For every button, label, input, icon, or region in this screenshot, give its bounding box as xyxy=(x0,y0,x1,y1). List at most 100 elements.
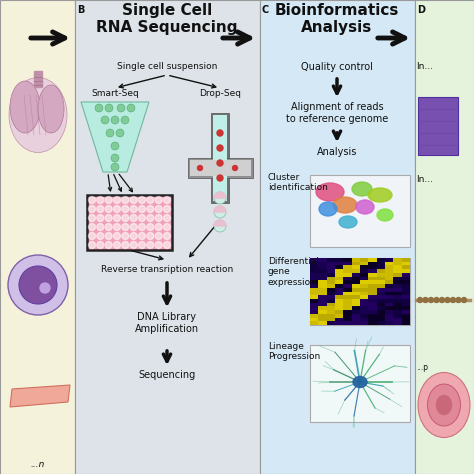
Bar xyxy=(352,269,360,273)
Bar xyxy=(327,299,335,303)
Text: Reverse transription reaction: Reverse transription reaction xyxy=(101,265,233,274)
Text: ...p: ...p xyxy=(416,363,428,372)
Circle shape xyxy=(113,206,120,212)
Circle shape xyxy=(113,233,120,239)
Circle shape xyxy=(462,298,466,302)
Circle shape xyxy=(117,104,125,112)
Circle shape xyxy=(122,224,129,230)
Ellipse shape xyxy=(10,81,40,133)
Circle shape xyxy=(164,197,171,203)
Bar xyxy=(385,265,393,269)
Bar xyxy=(327,295,335,299)
Circle shape xyxy=(164,233,171,239)
Bar xyxy=(377,292,385,295)
Bar xyxy=(393,280,401,284)
Text: Alignment of reads
to reference genome: Alignment of reads to reference genome xyxy=(286,102,388,124)
Ellipse shape xyxy=(38,85,64,133)
Bar xyxy=(360,258,368,262)
Bar xyxy=(385,288,393,292)
Bar xyxy=(352,303,360,306)
Bar xyxy=(393,288,401,292)
Bar xyxy=(335,269,343,273)
Bar xyxy=(385,314,393,318)
Bar xyxy=(335,284,343,288)
Bar xyxy=(34,71,42,87)
Bar xyxy=(335,258,343,262)
Circle shape xyxy=(89,241,95,248)
Bar xyxy=(352,306,360,310)
Bar xyxy=(385,321,393,325)
Text: B: B xyxy=(77,5,84,15)
Bar xyxy=(335,303,343,306)
Circle shape xyxy=(214,192,226,204)
Bar xyxy=(385,269,393,273)
Bar xyxy=(319,292,327,295)
Circle shape xyxy=(164,224,171,230)
Bar xyxy=(393,303,401,306)
Bar xyxy=(327,310,335,314)
Bar xyxy=(327,314,335,318)
Bar xyxy=(393,310,401,314)
Ellipse shape xyxy=(319,202,337,216)
Bar xyxy=(360,262,368,265)
Bar xyxy=(385,306,393,310)
Polygon shape xyxy=(81,102,149,172)
Bar xyxy=(327,269,335,273)
Bar xyxy=(401,258,410,262)
Bar xyxy=(401,280,410,284)
Bar xyxy=(360,310,368,314)
Bar xyxy=(310,269,319,273)
Bar xyxy=(319,262,327,265)
Circle shape xyxy=(217,175,223,181)
Bar xyxy=(335,288,343,292)
Ellipse shape xyxy=(377,209,393,221)
Bar xyxy=(360,318,368,321)
Bar xyxy=(393,284,401,288)
Bar xyxy=(260,0,415,474)
Circle shape xyxy=(147,241,154,248)
Bar xyxy=(310,321,319,325)
Bar xyxy=(401,273,410,277)
Bar xyxy=(401,277,410,280)
Circle shape xyxy=(111,142,119,150)
Bar xyxy=(393,277,401,280)
Circle shape xyxy=(418,298,422,302)
Circle shape xyxy=(138,224,146,230)
Bar xyxy=(401,284,410,288)
Circle shape xyxy=(89,215,95,221)
Circle shape xyxy=(121,116,129,124)
Bar xyxy=(310,306,319,310)
Bar xyxy=(343,265,352,269)
Circle shape xyxy=(233,165,237,171)
Bar xyxy=(335,295,343,299)
Circle shape xyxy=(214,220,226,232)
Bar xyxy=(335,277,343,280)
Bar xyxy=(401,303,410,306)
Bar xyxy=(319,284,327,288)
Circle shape xyxy=(214,206,226,218)
Circle shape xyxy=(105,215,112,221)
Ellipse shape xyxy=(352,182,372,196)
Bar xyxy=(335,306,343,310)
Bar xyxy=(385,303,393,306)
Circle shape xyxy=(106,129,114,137)
Bar xyxy=(368,284,377,288)
Circle shape xyxy=(95,104,103,112)
Circle shape xyxy=(155,197,162,203)
Bar xyxy=(401,265,410,269)
Text: Differential
gene
expression: Differential gene expression xyxy=(268,257,319,287)
Bar xyxy=(368,299,377,303)
Circle shape xyxy=(423,298,428,302)
Bar xyxy=(188,158,253,178)
Circle shape xyxy=(116,129,124,137)
Circle shape xyxy=(40,283,50,293)
Bar xyxy=(418,97,458,155)
Bar xyxy=(310,318,319,321)
Bar xyxy=(335,321,343,325)
Bar xyxy=(352,262,360,265)
Bar xyxy=(377,273,385,277)
Bar xyxy=(310,314,319,318)
Circle shape xyxy=(138,233,146,239)
Circle shape xyxy=(155,206,162,212)
Bar xyxy=(377,284,385,288)
